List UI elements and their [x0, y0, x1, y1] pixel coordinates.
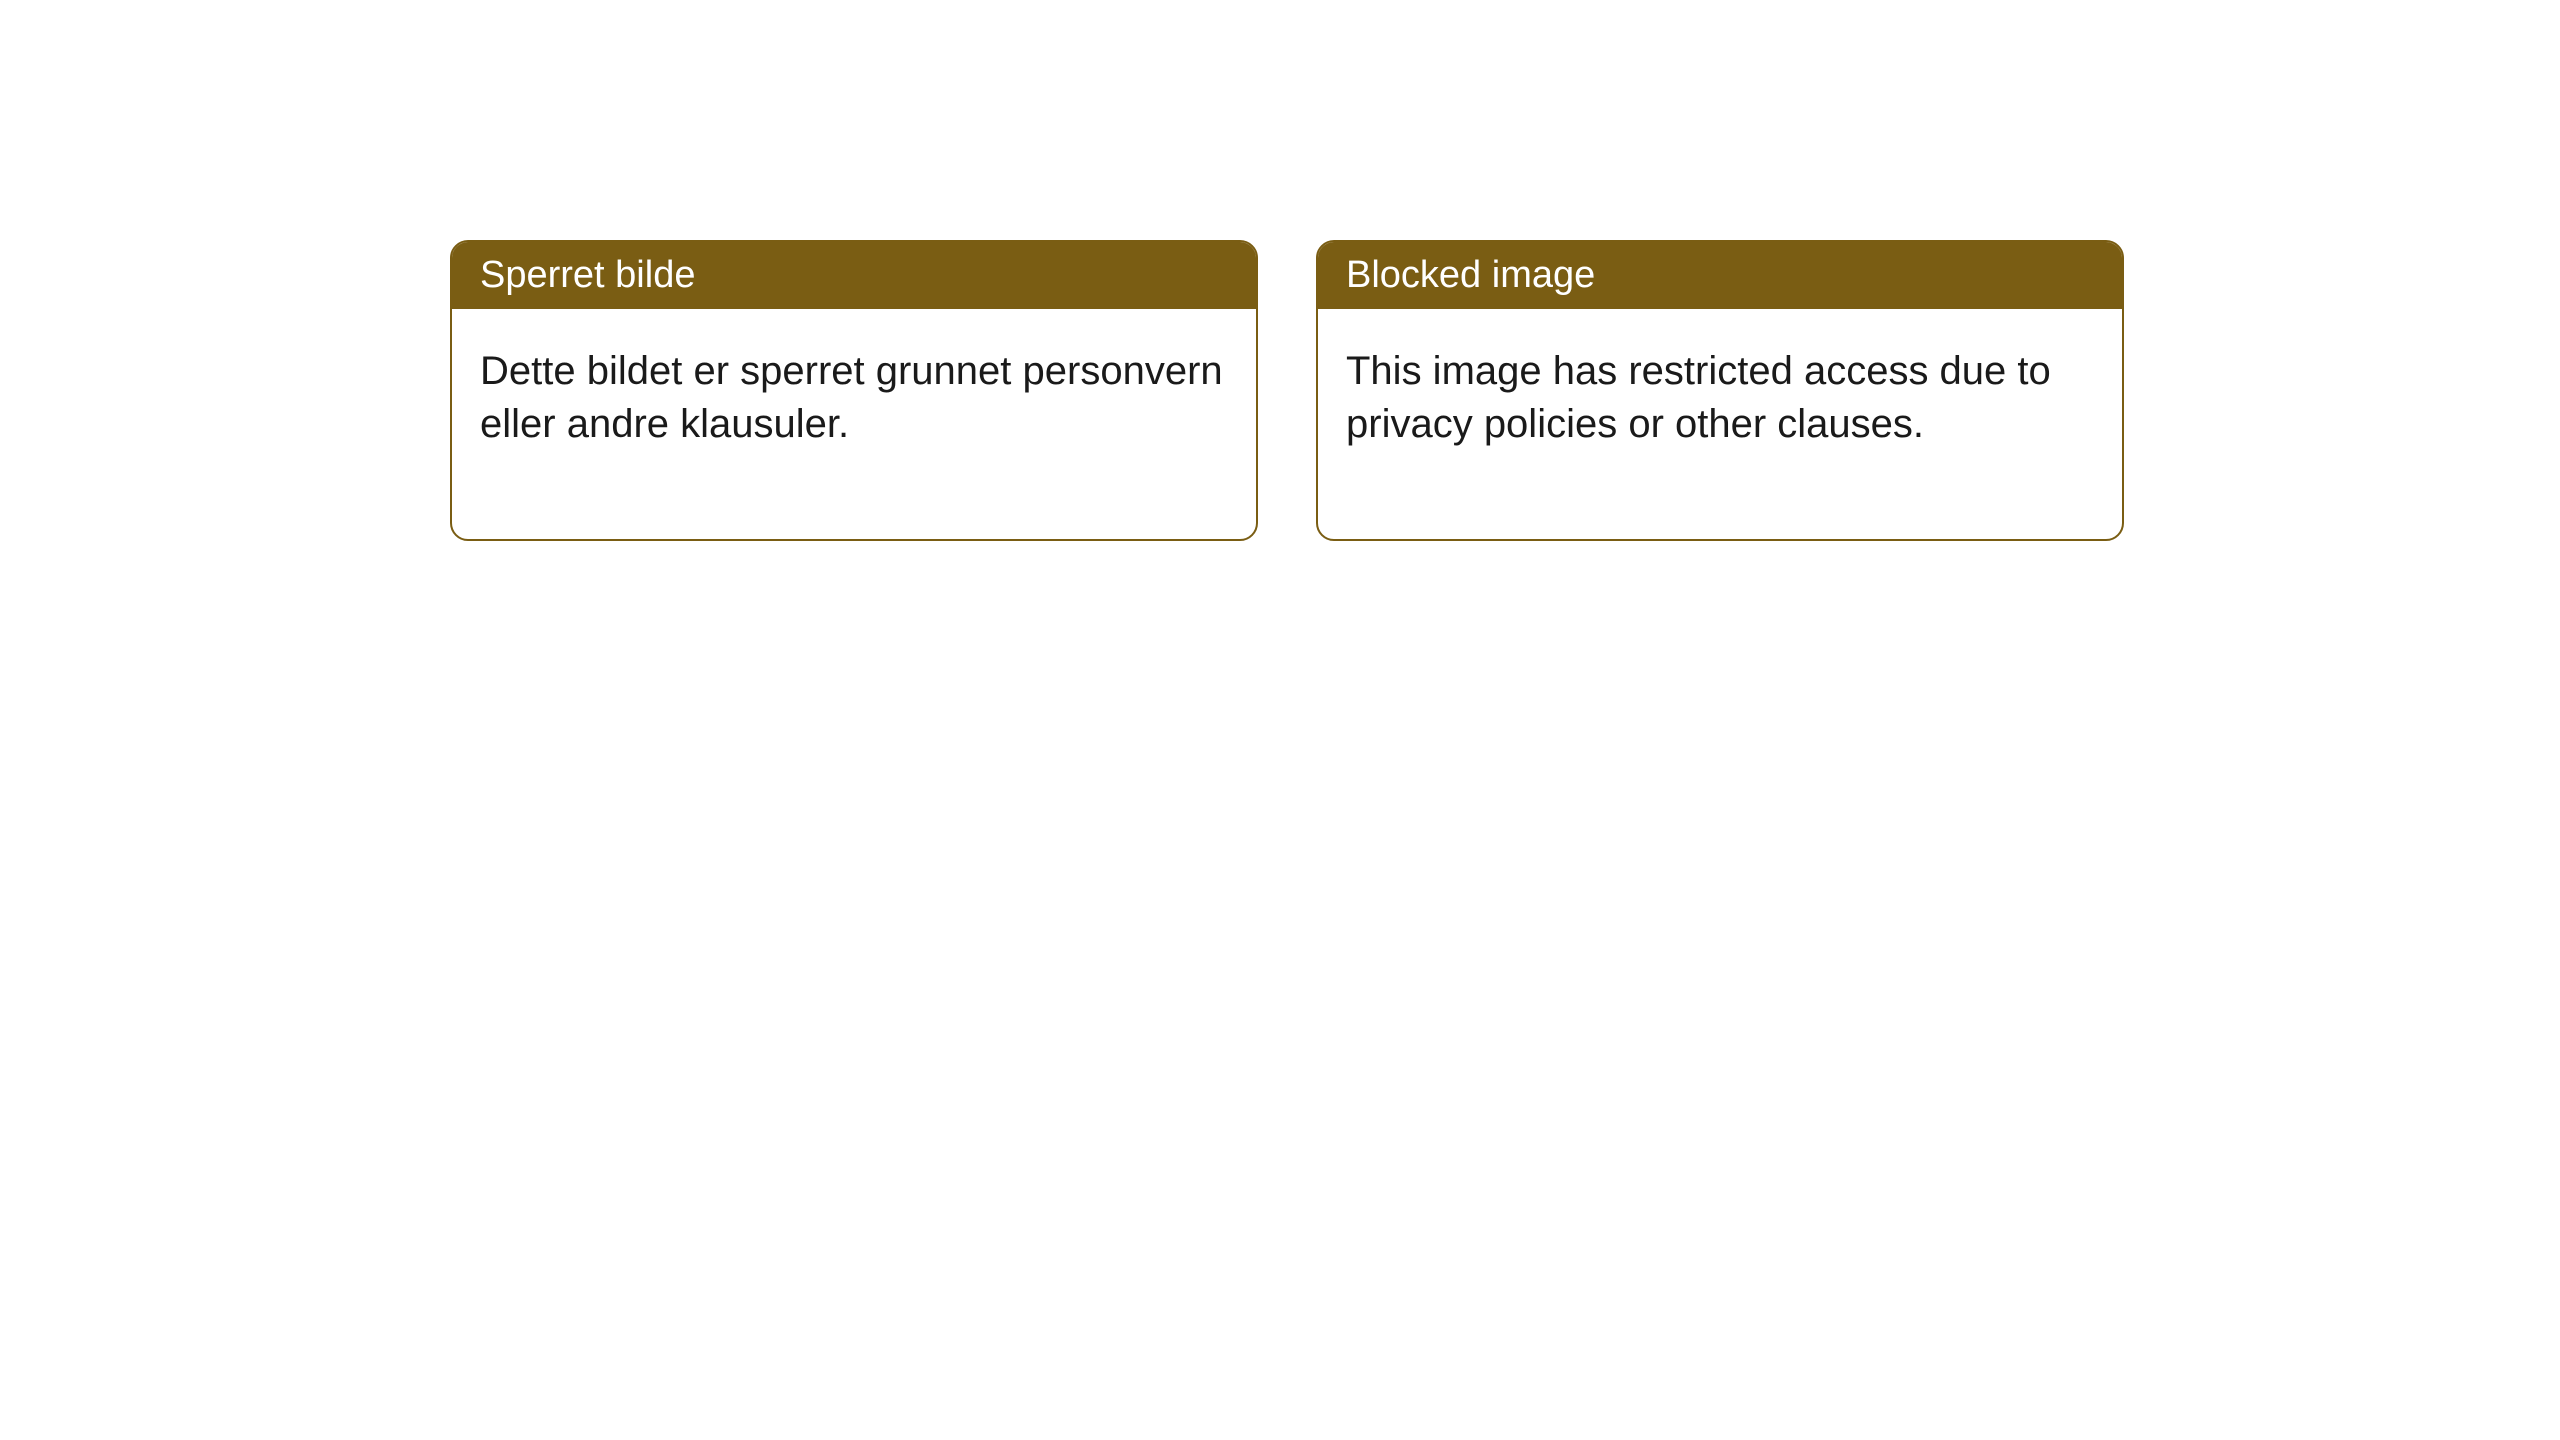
- notice-body-en: This image has restricted access due to …: [1318, 309, 2122, 539]
- notice-body-no: Dette bildet er sperret grunnet personve…: [452, 309, 1256, 539]
- notice-card-en: Blocked image This image has restricted …: [1316, 240, 2124, 541]
- notice-card-no: Sperret bilde Dette bildet er sperret gr…: [450, 240, 1258, 541]
- notice-container: Sperret bilde Dette bildet er sperret gr…: [450, 240, 2124, 541]
- notice-title-no: Sperret bilde: [452, 242, 1256, 309]
- notice-title-en: Blocked image: [1318, 242, 2122, 309]
